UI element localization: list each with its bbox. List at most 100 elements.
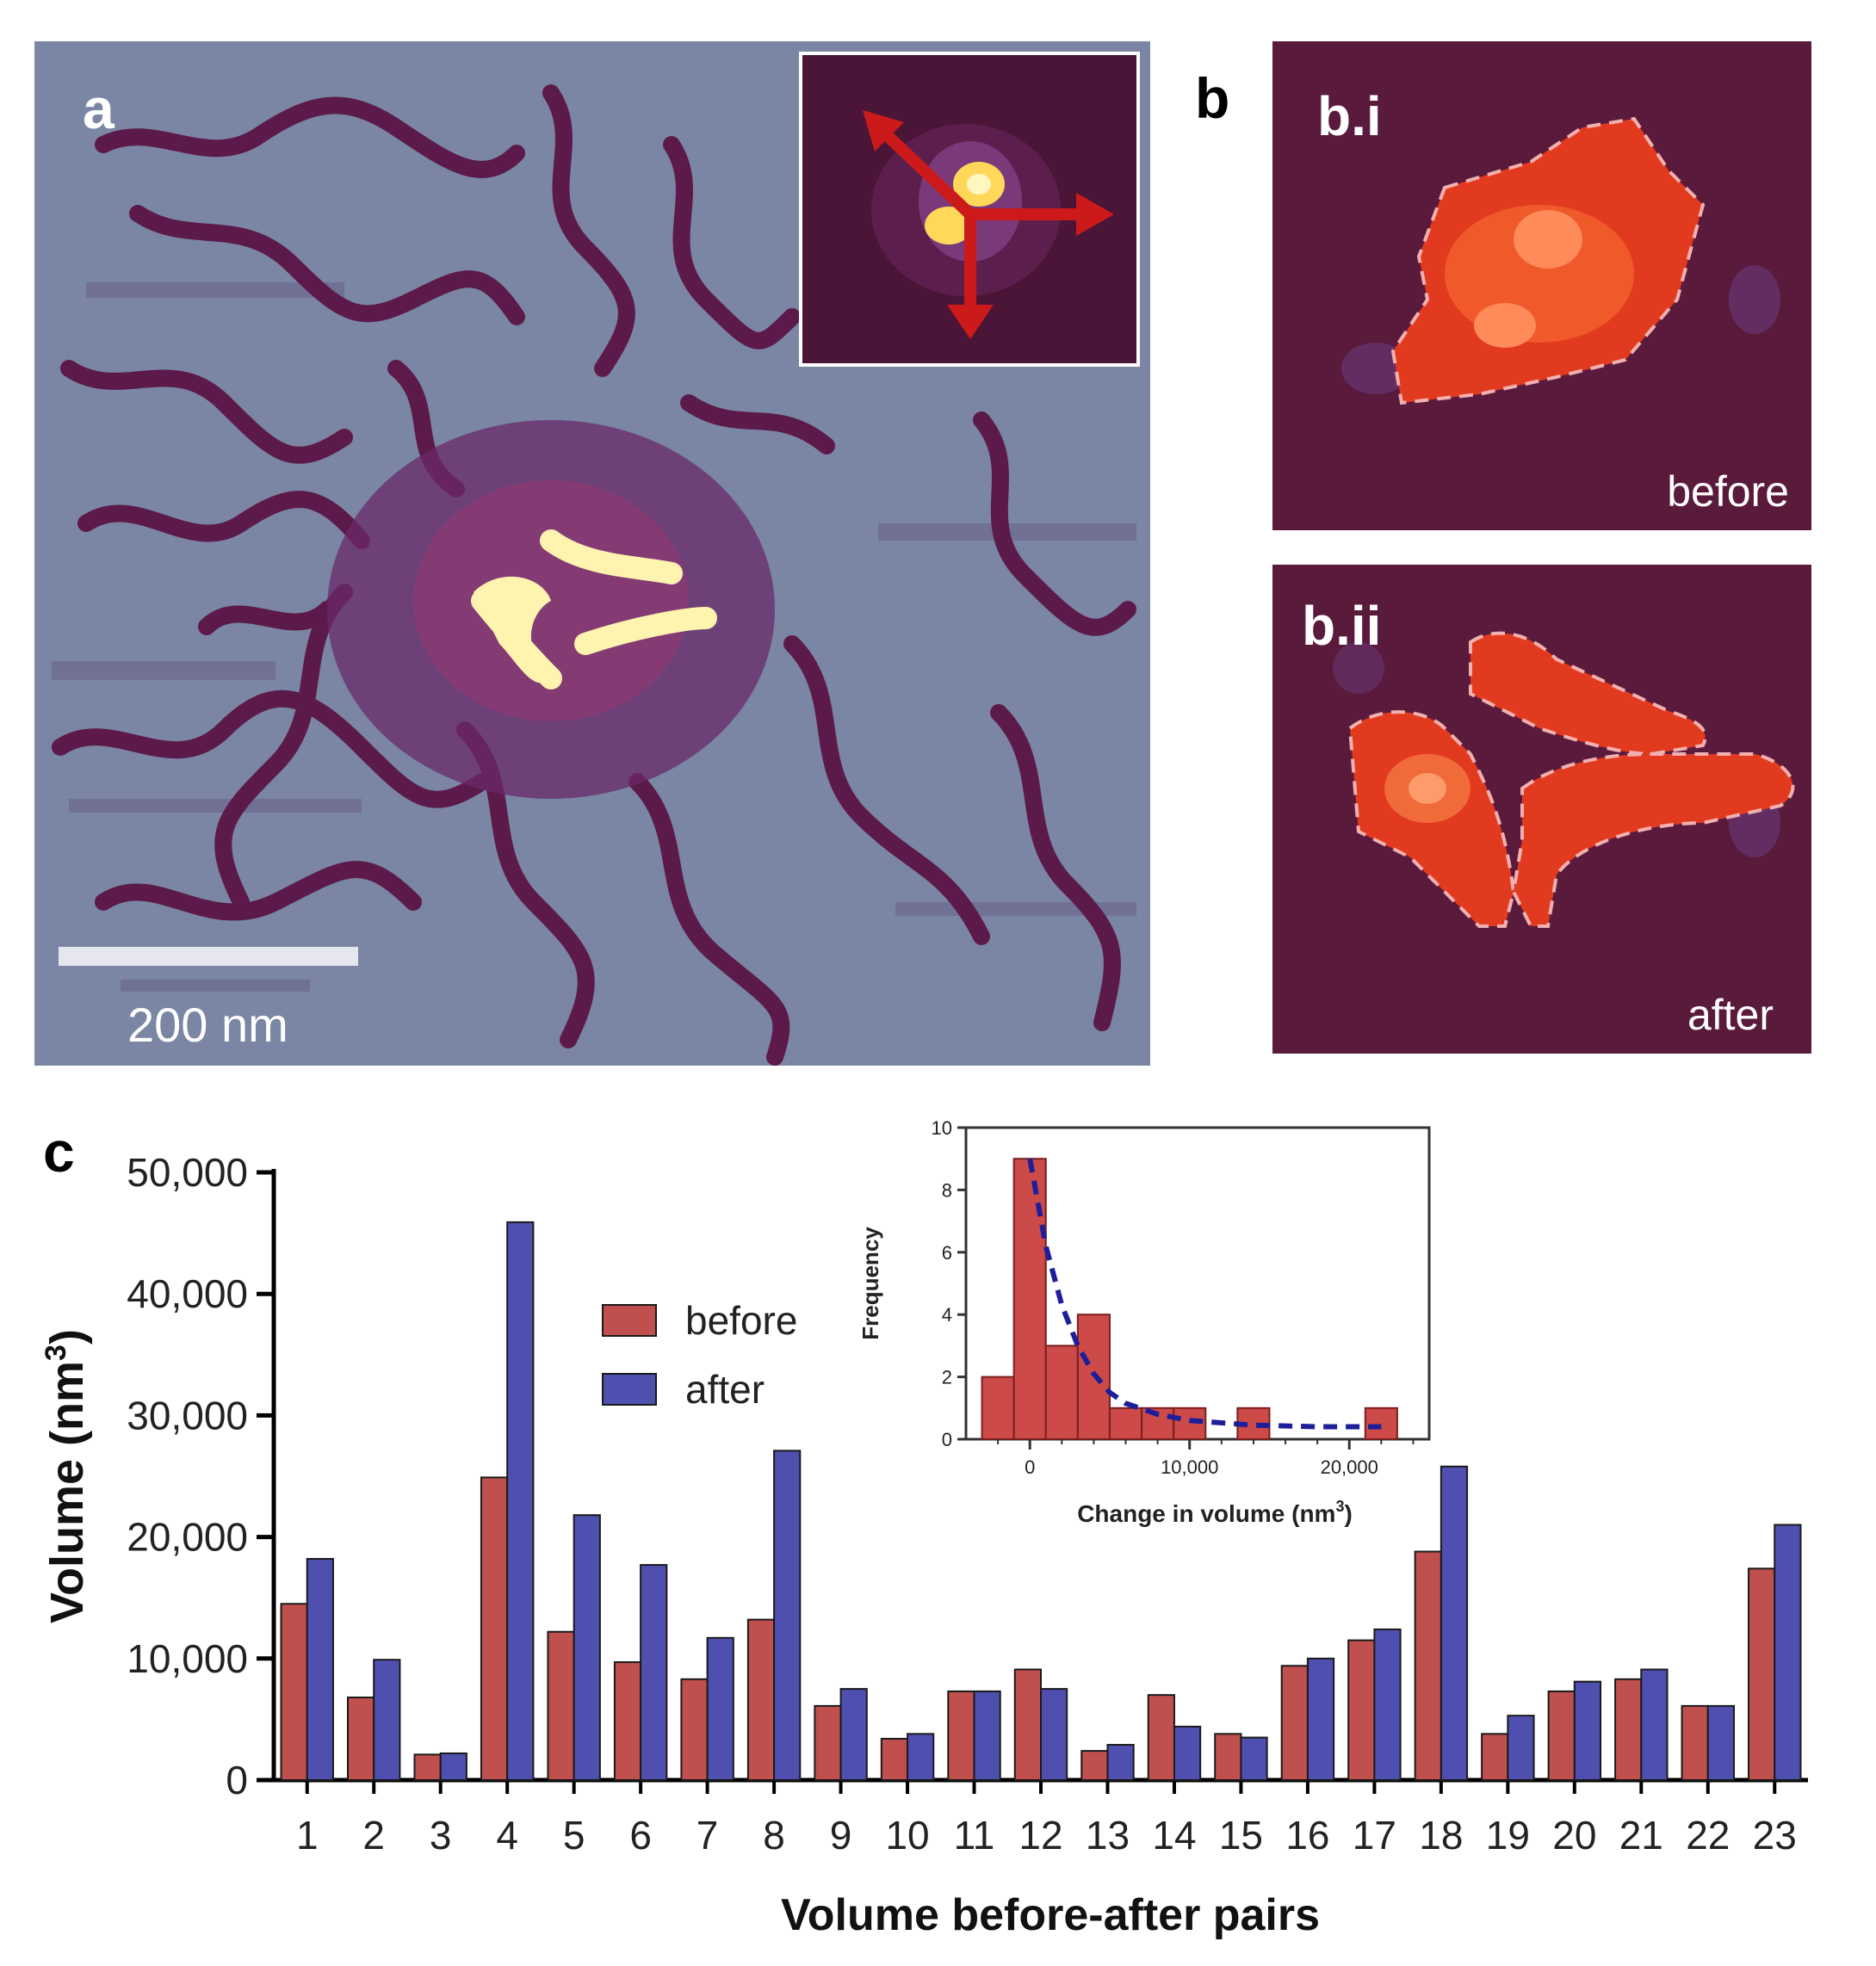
histogram-bin bbox=[1108, 1406, 1143, 1440]
x-tick-label: 16 bbox=[1285, 1813, 1329, 1858]
x-tick-label: 4 bbox=[496, 1813, 518, 1858]
bar-before-21 bbox=[1614, 1678, 1643, 1782]
bar-before-17 bbox=[1347, 1639, 1376, 1781]
panel-b-i: b.i before bbox=[1272, 41, 1811, 530]
bar-before-14 bbox=[1147, 1694, 1175, 1781]
inset-y-tick-label: 8 bbox=[942, 1179, 952, 1201]
x-tick-label: 5 bbox=[563, 1813, 585, 1858]
inset-y-tick-label: 6 bbox=[942, 1242, 952, 1264]
fit-curve bbox=[1027, 1158, 1382, 1430]
x-tick-label: 8 bbox=[763, 1813, 785, 1858]
panel-b-ii-caption: after bbox=[1687, 991, 1774, 1039]
bar-after-11 bbox=[973, 1690, 1001, 1782]
bar-before-11 bbox=[947, 1690, 975, 1782]
bar-after-18 bbox=[1440, 1465, 1469, 1781]
bar-after-8 bbox=[773, 1450, 802, 1781]
bar-after-19 bbox=[1507, 1715, 1535, 1781]
bar-after-3 bbox=[439, 1752, 467, 1781]
x-axis-title: Volume before-after pairs bbox=[781, 1890, 1320, 1940]
panel-c-label: c bbox=[43, 1120, 75, 1184]
panel-b-ii-label: b.ii bbox=[1302, 595, 1382, 657]
inset-x-tick-label: 10,000 bbox=[1161, 1456, 1218, 1478]
bar-before-8 bbox=[746, 1618, 776, 1782]
x-tick-label: 7 bbox=[697, 1813, 719, 1858]
after-outline-arm-3 bbox=[1511, 752, 1795, 928]
panel-b-i-caption: before bbox=[1667, 467, 1789, 516]
inset-y-tick-label: 0 bbox=[942, 1429, 952, 1450]
bar-after-2 bbox=[373, 1659, 401, 1781]
arrow-upleft-icon bbox=[878, 127, 976, 220]
legend-label-before: before bbox=[685, 1298, 797, 1343]
x-tick-label: 19 bbox=[1486, 1813, 1530, 1858]
x-tick-label: 15 bbox=[1219, 1813, 1263, 1858]
afm-image-b-i bbox=[1272, 41, 1811, 530]
inset-y-tick-label: 4 bbox=[942, 1304, 952, 1326]
bar-after-14 bbox=[1173, 1725, 1202, 1782]
panel-a-label: a bbox=[83, 77, 115, 140]
bar-before-9 bbox=[814, 1704, 842, 1781]
x-tick-label: 17 bbox=[1353, 1813, 1396, 1858]
panel-b-label: b bbox=[1195, 66, 1230, 130]
legend-label-after: after bbox=[685, 1367, 765, 1412]
x-tick-label: 14 bbox=[1152, 1813, 1196, 1858]
panel-b-ii: b.ii after bbox=[1272, 565, 1811, 1054]
inset-y-tick-label: 10 bbox=[932, 1117, 952, 1139]
bar-before-20 bbox=[1547, 1690, 1576, 1782]
y-tick-label: 50,000 bbox=[127, 1150, 248, 1195]
bar-before-5 bbox=[547, 1630, 575, 1782]
x-tick-label: 2 bbox=[362, 1813, 385, 1858]
bar-before-4 bbox=[480, 1476, 509, 1781]
bar-before-10 bbox=[880, 1737, 909, 1782]
afm-image-b-ii bbox=[1272, 565, 1811, 1054]
inset-y-tick-label: 2 bbox=[942, 1367, 952, 1388]
bar-before-7 bbox=[680, 1678, 709, 1782]
scale-bar-label: 200 nm bbox=[127, 998, 288, 1052]
x-tick-label: 9 bbox=[830, 1813, 852, 1858]
bar-before-23 bbox=[1748, 1567, 1776, 1782]
y-axis-title: Volume (nm3) bbox=[40, 1329, 93, 1623]
inset-x-axis-title: Change in volume (nm3) bbox=[1077, 1498, 1353, 1527]
legend-swatch-after bbox=[602, 1373, 657, 1406]
x-tick-label: 22 bbox=[1686, 1813, 1730, 1858]
bar-after-20 bbox=[1573, 1680, 1602, 1781]
x-tick-label: 12 bbox=[1018, 1813, 1062, 1858]
scale-bar bbox=[59, 947, 358, 966]
bar-after-1 bbox=[306, 1558, 334, 1781]
x-tick-label: 20 bbox=[1552, 1813, 1596, 1858]
y-tick-label: 40,000 bbox=[127, 1271, 248, 1316]
bar-before-1 bbox=[280, 1603, 308, 1782]
bar-after-17 bbox=[1373, 1628, 1402, 1781]
after-outline-arm-1 bbox=[1469, 631, 1707, 757]
bar-after-6 bbox=[640, 1564, 668, 1781]
bar-after-4 bbox=[506, 1221, 535, 1781]
x-tick-label: 21 bbox=[1619, 1813, 1663, 1858]
y-tick-label: 0 bbox=[226, 1758, 248, 1802]
bar-after-15 bbox=[1240, 1736, 1268, 1782]
bar-after-10 bbox=[907, 1733, 935, 1781]
bar-after-5 bbox=[573, 1514, 601, 1781]
inset-y-axis-title: Frequency bbox=[858, 1227, 883, 1340]
bar-after-7 bbox=[706, 1636, 734, 1782]
legend-swatch-before bbox=[602, 1304, 657, 1337]
panel-a-inset bbox=[799, 52, 1140, 367]
inset-afm-image bbox=[802, 55, 1136, 363]
y-tick-label: 30,000 bbox=[127, 1393, 248, 1437]
inset-x-tick-label: 20,000 bbox=[1321, 1456, 1378, 1478]
x-tick-label: 18 bbox=[1419, 1813, 1463, 1858]
bar-before-15 bbox=[1214, 1733, 1242, 1781]
panel-a: a 200 nm bbox=[34, 41, 1150, 1066]
x-tick-label: 11 bbox=[954, 1813, 995, 1858]
histogram-bin bbox=[1012, 1158, 1047, 1440]
x-tick-label: 6 bbox=[629, 1813, 652, 1858]
x-tick-label: 3 bbox=[430, 1813, 452, 1858]
histogram-bin bbox=[1364, 1406, 1398, 1440]
y-tick-label: 10,000 bbox=[127, 1636, 248, 1681]
x-tick-label: 13 bbox=[1086, 1813, 1130, 1858]
bar-after-21 bbox=[1640, 1668, 1669, 1781]
inset-x-tick-label: 0 bbox=[1025, 1456, 1035, 1478]
bar-after-9 bbox=[839, 1688, 868, 1781]
y-tick-label: 20,000 bbox=[127, 1515, 248, 1560]
bar-after-13 bbox=[1106, 1744, 1135, 1781]
bar-before-13 bbox=[1080, 1750, 1109, 1781]
